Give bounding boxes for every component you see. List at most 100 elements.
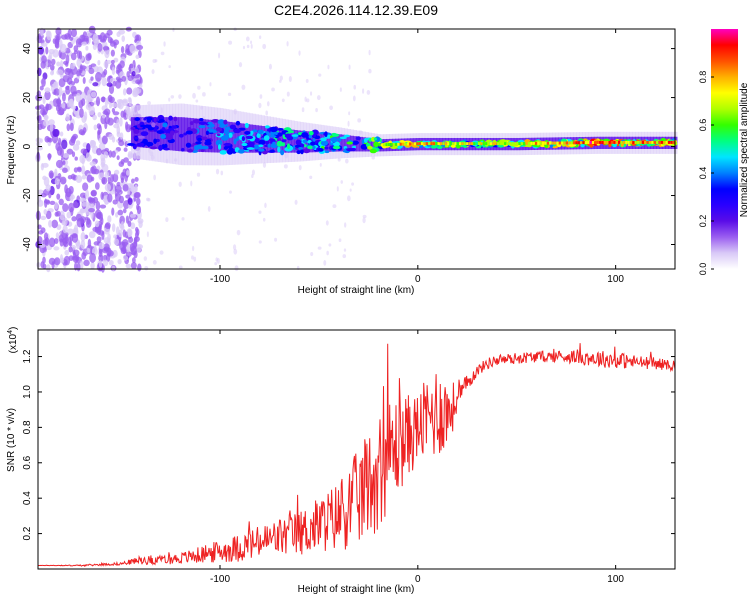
noise-blob xyxy=(238,62,243,68)
noise-blob xyxy=(45,46,49,55)
signal-blob xyxy=(245,135,254,140)
signal-blob xyxy=(255,149,259,152)
noise-blob xyxy=(77,50,81,59)
noise-blob xyxy=(274,237,278,242)
noise-blob xyxy=(48,257,56,266)
noise-blob xyxy=(159,250,164,255)
noise-blob xyxy=(214,262,218,266)
noise-blob xyxy=(193,256,197,262)
signal-blob xyxy=(199,118,204,122)
noise-blob xyxy=(127,203,133,209)
noise-blob xyxy=(262,217,266,222)
noise-blob xyxy=(54,177,60,186)
signal-band xyxy=(187,117,191,152)
signal-blob xyxy=(180,147,185,152)
noise-blob xyxy=(97,59,101,66)
signal-blob xyxy=(352,145,357,149)
signal-blob xyxy=(269,135,277,138)
signal-band xyxy=(231,122,236,153)
noise-blob xyxy=(70,63,75,70)
noise-blob xyxy=(145,197,150,202)
noise-blob xyxy=(135,226,139,233)
noise-blob xyxy=(94,220,100,228)
signal-blob xyxy=(256,133,261,139)
signal-core xyxy=(644,140,647,144)
signal-blob xyxy=(298,147,304,150)
noise-blob xyxy=(90,261,95,270)
noise-blob xyxy=(88,208,95,213)
noise-blob xyxy=(74,156,78,161)
noise-blob xyxy=(178,265,183,270)
noise-blob xyxy=(232,244,237,251)
noise-blob xyxy=(113,41,117,49)
x-tick-label: -100 xyxy=(210,574,230,585)
signal-band xyxy=(359,136,363,152)
noise-blob xyxy=(43,199,51,204)
noise-blob xyxy=(79,107,84,118)
noise-blob xyxy=(105,112,110,118)
noise-blob xyxy=(81,165,86,175)
noise-blob xyxy=(104,48,110,59)
noise-blob xyxy=(73,167,79,173)
noise-blob xyxy=(281,98,285,103)
noise-blob xyxy=(258,240,262,244)
signal-core xyxy=(397,142,400,146)
noise-blob xyxy=(73,249,80,257)
noise-blob xyxy=(262,162,267,168)
noise-blob xyxy=(38,230,44,235)
noise-blob xyxy=(108,260,114,266)
noise-blob xyxy=(43,208,48,215)
signal-blob xyxy=(134,117,141,122)
signal-core xyxy=(641,140,644,144)
noise-blob xyxy=(92,33,99,44)
signal-blob xyxy=(158,144,163,151)
noise-blob xyxy=(152,58,157,64)
noise-blob xyxy=(279,75,283,81)
signal-band xyxy=(208,119,212,153)
noise-blob xyxy=(126,71,130,78)
signal-blob xyxy=(170,125,178,129)
noise-blob xyxy=(352,95,356,102)
signal-core xyxy=(383,143,386,147)
noise-blob xyxy=(115,212,119,218)
spectrogram-panel: -100 0 100 -40 -20 0 20 40 Height of straight l… xyxy=(6,25,678,296)
noise-blob xyxy=(111,102,118,108)
noise-blob xyxy=(63,255,71,266)
signal-core xyxy=(665,140,668,144)
noise-blob xyxy=(40,261,45,269)
snr-multiplier-base: (x10 xyxy=(8,333,19,353)
signal-core xyxy=(515,142,519,146)
noise-blob xyxy=(50,83,55,93)
noise-blob xyxy=(82,182,89,191)
noise-blob xyxy=(130,261,137,270)
signal-core xyxy=(606,140,609,144)
noise-blob xyxy=(63,60,69,65)
noise-blob xyxy=(110,49,115,57)
signal-core xyxy=(473,142,476,146)
noise-blob xyxy=(70,85,77,95)
signal-core xyxy=(428,142,431,146)
signal-core xyxy=(542,141,545,145)
signal-blob xyxy=(228,147,234,154)
signal-core xyxy=(546,141,550,145)
signal-core xyxy=(456,142,459,146)
noise-blob xyxy=(118,229,123,238)
signal-core xyxy=(530,141,533,145)
signal-blob xyxy=(308,130,314,136)
noise-blob xyxy=(70,52,77,61)
noise-blob xyxy=(111,207,115,216)
noise-blob xyxy=(111,150,116,158)
noise-blob xyxy=(92,43,97,51)
signal-core xyxy=(539,141,542,145)
noise-blob xyxy=(116,31,121,38)
y-tick-label: 0.4 xyxy=(22,491,33,505)
noise-blob xyxy=(116,155,120,161)
noise-blob xyxy=(58,234,64,243)
signal-band xyxy=(338,134,343,152)
noise-blob xyxy=(328,243,332,247)
noise-blob xyxy=(144,266,149,271)
noise-blob xyxy=(87,238,92,249)
colorbar-gradient xyxy=(711,29,738,269)
noise-blob xyxy=(112,249,118,258)
signal-blob xyxy=(300,149,304,155)
